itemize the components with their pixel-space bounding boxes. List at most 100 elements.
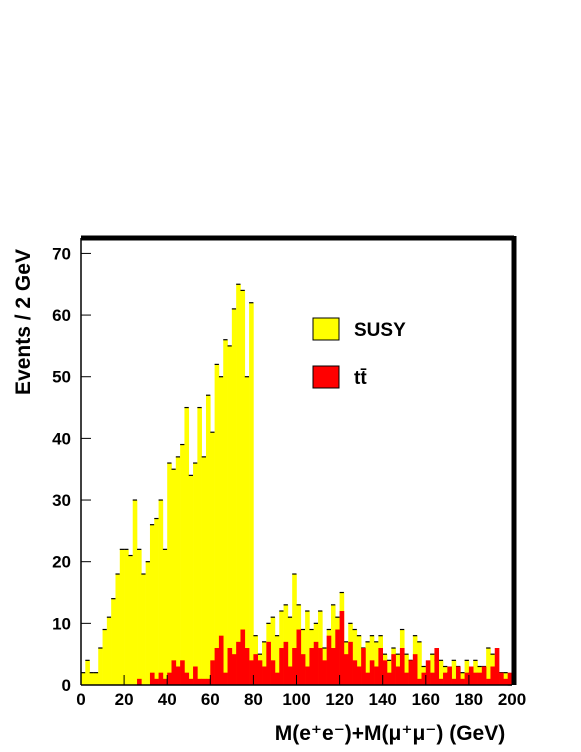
bar xyxy=(468,666,474,685)
bar xyxy=(287,666,293,685)
bar xyxy=(210,660,215,685)
bar xyxy=(197,407,202,685)
y-tick-label: 30 xyxy=(52,491,71,510)
bar xyxy=(257,660,263,685)
legend-label: SUSY xyxy=(354,320,406,341)
bar xyxy=(274,672,280,685)
bar xyxy=(171,469,177,685)
bar xyxy=(184,407,190,685)
x-tick-label: 180 xyxy=(455,690,483,709)
bar xyxy=(218,376,224,685)
bar xyxy=(93,672,99,685)
x-tick-label: 0 xyxy=(76,690,85,709)
bar xyxy=(352,629,358,685)
bar xyxy=(214,648,220,685)
bar xyxy=(231,654,237,685)
bar xyxy=(253,654,259,685)
bar xyxy=(201,678,207,685)
bar xyxy=(102,629,108,685)
bar xyxy=(330,604,336,685)
y-tick-label: 60 xyxy=(52,306,71,325)
bar xyxy=(154,518,159,685)
bar xyxy=(330,648,336,685)
bar xyxy=(193,666,198,685)
bar xyxy=(210,432,215,685)
bar xyxy=(175,456,181,685)
bar xyxy=(223,339,228,685)
y-tick-label: 0 xyxy=(62,676,71,695)
bar xyxy=(236,284,241,685)
bar xyxy=(85,660,90,685)
bar xyxy=(356,666,362,685)
bar xyxy=(365,641,371,685)
bar xyxy=(421,672,427,685)
bar xyxy=(455,666,461,685)
bar xyxy=(361,648,366,685)
bar xyxy=(223,672,228,685)
bar xyxy=(473,672,478,685)
bar xyxy=(201,456,207,685)
bar xyxy=(503,678,508,685)
bar xyxy=(438,678,444,685)
bar xyxy=(218,635,224,685)
bar xyxy=(124,549,129,685)
bar xyxy=(244,648,250,685)
bar xyxy=(300,654,306,685)
bar xyxy=(447,666,452,685)
bar xyxy=(408,660,414,685)
bar xyxy=(227,648,233,685)
bar xyxy=(356,635,362,685)
bar xyxy=(244,376,250,685)
x-tick-label: 80 xyxy=(244,690,263,709)
bar xyxy=(309,648,315,685)
bar xyxy=(149,672,155,685)
bar xyxy=(180,444,185,685)
bar xyxy=(158,672,164,685)
bar xyxy=(205,395,211,685)
bar xyxy=(292,574,297,685)
bar xyxy=(158,500,164,685)
bar xyxy=(193,463,198,685)
bar xyxy=(499,672,504,685)
x-tick-label: 60 xyxy=(201,690,220,709)
y-axis-label: Events / 2 GeV xyxy=(12,249,35,395)
bar xyxy=(115,574,121,685)
bar xyxy=(391,654,396,685)
bar xyxy=(262,641,267,685)
bar xyxy=(326,635,332,685)
bar xyxy=(214,364,220,685)
bar xyxy=(270,660,276,685)
bar xyxy=(378,648,383,685)
bar xyxy=(481,666,487,685)
bar xyxy=(412,654,418,685)
bar xyxy=(322,660,327,685)
bar xyxy=(106,617,112,685)
bar xyxy=(137,549,142,685)
bar xyxy=(274,635,280,685)
bar xyxy=(89,672,95,685)
bar xyxy=(404,654,409,685)
legend-swatch xyxy=(312,317,340,341)
bar xyxy=(137,678,142,685)
bar xyxy=(305,666,310,685)
bar xyxy=(81,672,86,685)
legend-label: tt̄ xyxy=(354,368,367,389)
bar xyxy=(171,660,177,685)
bar xyxy=(486,678,491,685)
bar xyxy=(395,666,401,685)
bar xyxy=(249,660,254,685)
bar xyxy=(184,672,190,685)
bar xyxy=(430,654,435,685)
x-tick-label: 140 xyxy=(369,690,397,709)
bar xyxy=(162,678,168,685)
bar xyxy=(175,666,181,685)
bar xyxy=(197,678,202,685)
bar xyxy=(287,617,293,685)
bar xyxy=(374,666,379,685)
bar xyxy=(365,672,371,685)
legend-swatch xyxy=(312,365,340,389)
x-tick-label: 40 xyxy=(158,690,177,709)
bar xyxy=(141,574,146,685)
bar xyxy=(430,672,435,685)
